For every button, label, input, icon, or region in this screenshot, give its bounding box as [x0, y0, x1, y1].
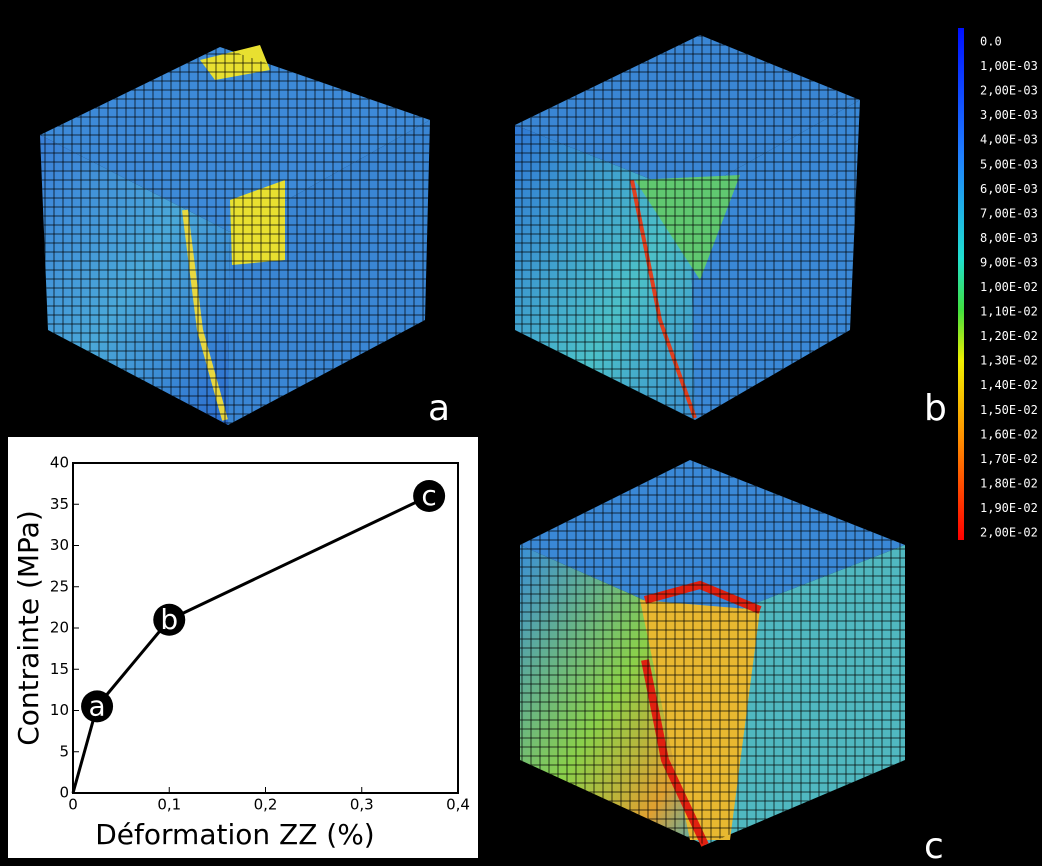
colorbar-label: 8,00E-03: [980, 231, 1038, 245]
panel-label: a: [428, 388, 450, 429]
colorbar-label: 1,30E-02: [980, 354, 1038, 368]
colorbar-label: 1,80E-02: [980, 476, 1038, 490]
y-tick-label: 40: [50, 454, 69, 472]
colorbar-label: 3,00E-03: [980, 108, 1038, 122]
data-point: [153, 603, 186, 636]
x-tick-label: 0,1: [157, 796, 181, 814]
colorbar-label: 2,00E-03: [980, 84, 1038, 98]
colorbar-label: 1,40E-02: [980, 378, 1038, 392]
point-label: b: [160, 603, 178, 636]
colorbar-label: 2,00E-02: [980, 526, 1038, 540]
x-axis-title: Déformation ZZ (%): [95, 818, 374, 851]
y-tick-label: 0: [59, 784, 69, 802]
data-point: [413, 480, 446, 512]
colorbar-label: 1,20E-02: [980, 329, 1038, 343]
colorbar-label: 6,00E-03: [980, 182, 1038, 196]
colorbar-label: 1,90E-02: [980, 501, 1038, 515]
y-axis-title: Contrainte (MPa): [12, 510, 45, 746]
y-tick-label: 10: [50, 701, 69, 719]
colorbar-label: 9,00E-03: [980, 255, 1038, 269]
panel-label: b: [924, 388, 947, 429]
colorbar-label: 1,10E-02: [980, 305, 1038, 319]
colorbar-label: 7,00E-03: [980, 206, 1038, 220]
colorbar-label: 1,60E-02: [980, 427, 1038, 441]
colorbar-label: 1,70E-02: [980, 452, 1038, 466]
cube-a: [40, 45, 430, 425]
y-tick-label: 35: [50, 495, 69, 513]
colorbar-label: 4,00E-03: [980, 133, 1038, 147]
panel-label: c: [924, 826, 944, 866]
data-point: [81, 690, 114, 723]
x-tick-label: 0,2: [254, 796, 278, 814]
y-tick-label: 30: [50, 536, 69, 554]
colorbar-label: 5,00E-03: [980, 157, 1038, 171]
plot: 0 5 10 15 20 25 30 35 40 0 0,1 0,2 0,3 0,4 a b c: [50, 454, 470, 814]
point-label: a: [88, 689, 105, 722]
cube-b: [515, 35, 860, 420]
data-line: [71, 494, 430, 794]
x-tick-label: 0,3: [350, 796, 374, 814]
y-tick-label: 25: [50, 577, 69, 595]
x-tick-label: 0: [68, 796, 78, 814]
colorbar-label: 1,50E-02: [980, 403, 1038, 417]
colorbar-labels: 0.0 1,00E-03 2,00E-03 3,00E-03 4,00E-03 5,00E…: [980, 35, 1038, 540]
y-tick-label: 15: [50, 660, 69, 678]
point-label: c: [421, 479, 436, 512]
colorbar-label: 0.0: [980, 35, 1002, 49]
x-tick-label: 0,4: [446, 796, 470, 814]
y-tick-label: 5: [59, 742, 69, 760]
colorbar-label: 1,00E-03: [980, 59, 1038, 73]
y-tick-label: 20: [50, 619, 69, 637]
cube-c: [520, 460, 905, 847]
chart-background: [8, 437, 478, 858]
colorbar-label: 1,00E-02: [980, 280, 1038, 294]
colorbar: [958, 28, 964, 540]
